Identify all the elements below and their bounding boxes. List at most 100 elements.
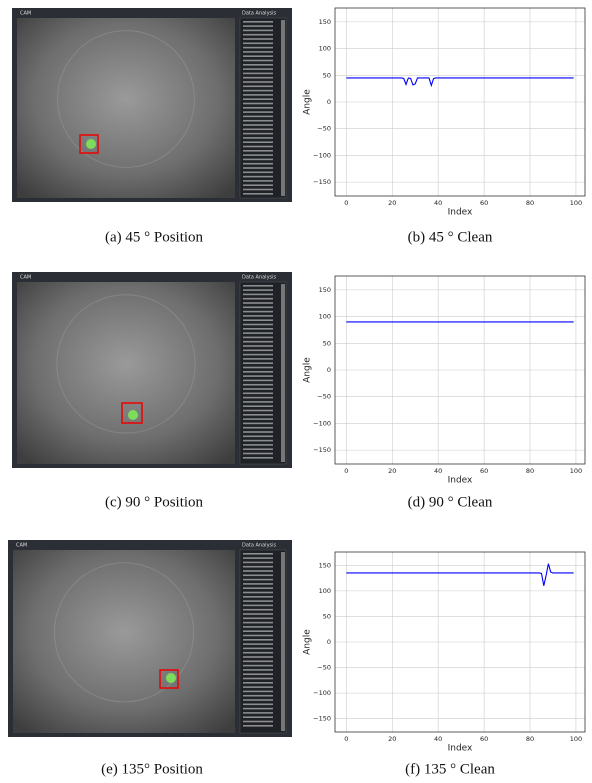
cam-label: CAM <box>20 275 31 281</box>
list-row <box>243 73 273 75</box>
scrollbar <box>281 20 285 196</box>
list-row <box>243 405 273 407</box>
list-row <box>243 307 273 309</box>
list-row <box>243 592 273 594</box>
y-tick-label: −50 <box>317 393 331 401</box>
list-row <box>243 665 273 667</box>
list-row <box>243 691 273 693</box>
list-row <box>243 302 273 304</box>
list-row <box>243 86 273 88</box>
list-row <box>243 129 273 131</box>
y-axis-label: Angle <box>303 89 313 115</box>
marker-dot <box>128 410 138 420</box>
camera-image <box>17 282 235 464</box>
list-row <box>243 176 273 178</box>
x-tick-label: 0 <box>344 735 348 743</box>
y-axis-label: Angle <box>303 357 313 383</box>
list-row <box>243 613 273 615</box>
y-tick-label: 50 <box>323 612 331 620</box>
list-row <box>243 401 273 403</box>
y-tick-label: 50 <box>323 339 331 347</box>
list-row <box>243 154 273 156</box>
list-row <box>243 362 273 364</box>
x-tick-label: 100 <box>570 199 582 207</box>
list-row <box>243 298 273 300</box>
list-row <box>243 605 273 607</box>
list-row <box>243 103 273 105</box>
analysis-label: Data Analysis <box>242 543 277 549</box>
y-tick-label: 150 <box>319 561 331 569</box>
x-tick-label: 100 <box>570 467 582 475</box>
x-axis-label: Index <box>448 744 473 754</box>
chart-caption: (f) 135 ° Clean <box>405 761 495 777</box>
list-row <box>243 133 273 135</box>
x-tick-label: 20 <box>388 735 396 743</box>
list-row <box>243 111 273 113</box>
x-tick-label: 40 <box>434 735 442 743</box>
list-row <box>243 371 273 373</box>
camera-image <box>13 550 235 733</box>
list-row <box>243 648 273 650</box>
list-row <box>243 635 273 637</box>
list-row <box>243 553 273 555</box>
list-row <box>243 716 273 718</box>
y-tick-label: −50 <box>317 125 331 133</box>
list-row <box>243 345 273 347</box>
list-row <box>243 328 273 330</box>
data-line <box>346 78 573 85</box>
analysis-label: Data Analysis <box>242 11 277 17</box>
list-row <box>243 189 273 191</box>
x-tick-label: 80 <box>526 467 534 475</box>
list-row <box>243 618 273 620</box>
cam-label: CAM <box>16 543 27 549</box>
x-tick-label: 20 <box>388 199 396 207</box>
x-axis-label: Index <box>448 476 473 486</box>
list-row <box>243 669 273 671</box>
list-row <box>243 704 273 706</box>
list-row <box>243 64 273 66</box>
list-row <box>243 137 273 139</box>
list-row <box>243 47 273 49</box>
x-tick-label: 60 <box>480 735 488 743</box>
x-tick-label: 80 <box>526 735 534 743</box>
list-row <box>243 695 273 697</box>
list-row <box>243 116 273 118</box>
list-row <box>243 661 273 663</box>
list-row <box>243 81 273 83</box>
list-row <box>243 324 273 326</box>
x-tick-label: 0 <box>344 199 348 207</box>
list-row <box>243 397 273 399</box>
list-row <box>243 557 273 559</box>
list-row <box>243 180 273 182</box>
y-tick-label: 150 <box>319 286 331 294</box>
list-row <box>243 673 273 675</box>
marker-dot <box>166 673 176 683</box>
y-tick-label: 100 <box>319 313 331 321</box>
list-row <box>243 587 273 589</box>
x-tick-label: 60 <box>480 467 488 475</box>
list-row <box>243 146 273 148</box>
value-list <box>240 550 286 733</box>
y-tick-label: −50 <box>317 664 331 672</box>
list-row <box>243 94 273 96</box>
list-row <box>243 311 273 313</box>
list-row <box>243 609 273 611</box>
y-tick-label: −150 <box>313 715 331 723</box>
y-tick-label: 0 <box>327 638 331 646</box>
list-row <box>243 289 273 291</box>
y-tick-label: −100 <box>313 419 331 427</box>
y-tick-label: −100 <box>313 151 331 159</box>
chart-caption: (b) 45 ° Clean <box>408 229 493 245</box>
list-row <box>243 184 273 186</box>
list-row <box>243 712 273 714</box>
x-tick-label: 40 <box>434 467 442 475</box>
list-row <box>243 440 273 442</box>
figure: CAMData Analysis(a) 45 ° PositionCAMData… <box>0 0 592 783</box>
scrollbar <box>281 552 285 731</box>
list-row <box>243 380 273 382</box>
list-row <box>243 566 273 568</box>
list-row <box>243 570 273 572</box>
list-row <box>243 124 273 126</box>
list-row <box>243 427 273 429</box>
y-tick-label: 50 <box>323 71 331 79</box>
